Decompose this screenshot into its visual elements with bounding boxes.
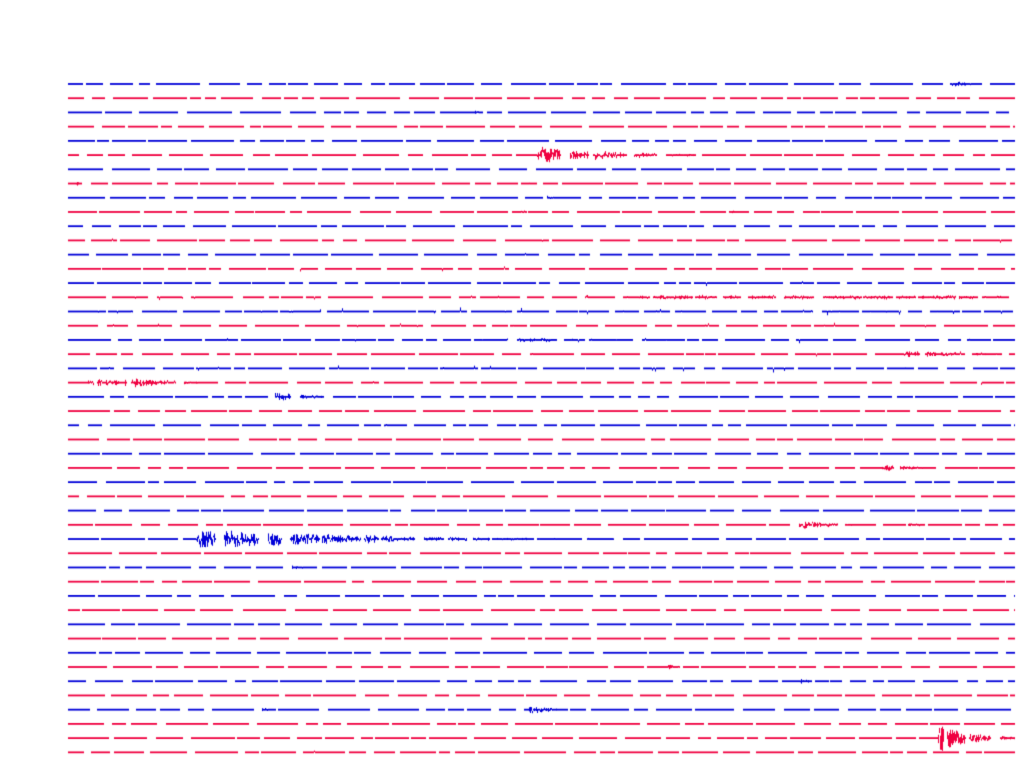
helicorder-page: CL Agios Ioannis Applied filter: WWSSN-S… (0, 0, 1024, 780)
seismogram-traces (0, 0, 1024, 780)
